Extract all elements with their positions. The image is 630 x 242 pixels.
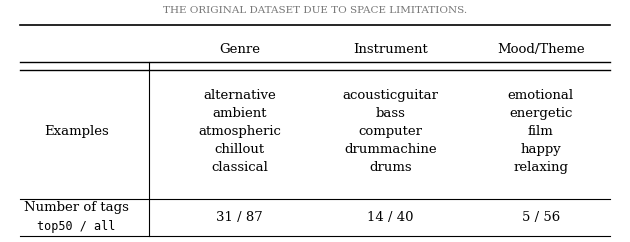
- Text: 31 / 87: 31 / 87: [216, 211, 263, 224]
- Text: 5 / 56: 5 / 56: [522, 211, 560, 224]
- Text: top50 / all: top50 / all: [37, 220, 116, 233]
- Text: Examples: Examples: [44, 125, 109, 138]
- Text: Number of tags: Number of tags: [24, 201, 129, 214]
- Text: 14 / 40: 14 / 40: [367, 211, 413, 224]
- Text: THE ORIGINAL DATASET DUE TO SPACE LIMITATIONS.: THE ORIGINAL DATASET DUE TO SPACE LIMITA…: [163, 6, 467, 15]
- Text: Instrument: Instrument: [353, 43, 428, 56]
- Text: Genre: Genre: [219, 43, 260, 56]
- Text: emotional
energetic
film
happy
relaxing: emotional energetic film happy relaxing: [508, 89, 574, 174]
- Text: alternative
ambient
atmospheric
chillout
classical: alternative ambient atmospheric chillout…: [198, 89, 281, 174]
- Text: Mood/Theme: Mood/Theme: [497, 43, 585, 56]
- Text: acousticguitar
bass
computer
drummachine
drums: acousticguitar bass computer drummachine…: [342, 89, 438, 174]
